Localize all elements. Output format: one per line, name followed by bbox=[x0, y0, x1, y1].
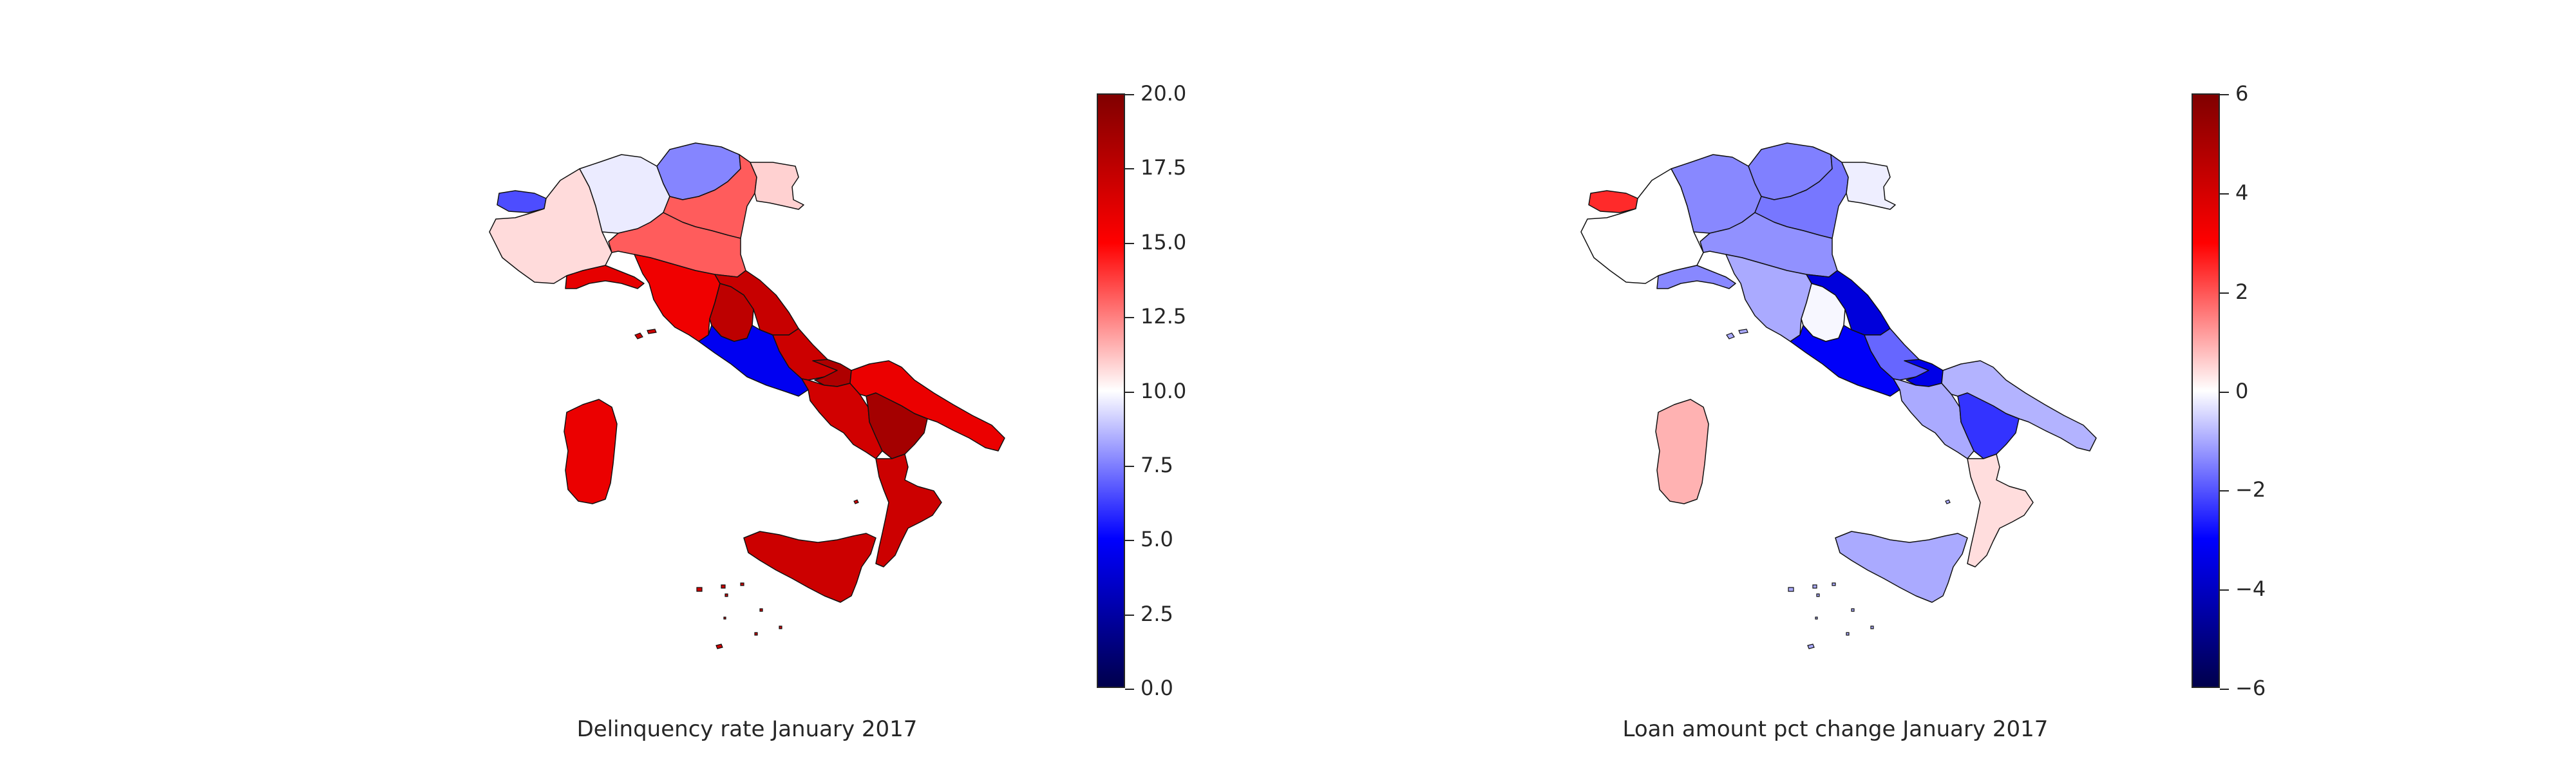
colorbar-tick-text: 5.0 bbox=[1141, 527, 1173, 552]
colorbar-tick-label: 10.0 bbox=[1125, 381, 1186, 401]
island-9 bbox=[696, 587, 703, 592]
region-liguria bbox=[1656, 265, 1736, 289]
colorbar-tick-mark bbox=[2220, 589, 2229, 591]
colorbar-ticks-delinquency: 0.0 2.5 5.0 7.5 10.0 12.5 15.0 17.5 20.0 bbox=[1125, 83, 1202, 698]
island-10 bbox=[715, 644, 723, 649]
map-regions-group bbox=[489, 142, 1005, 649]
colorbar-tick-mark bbox=[1125, 317, 1134, 319]
colorbar-ticks-loan-change: −6 −4 −2 0 2 4 6 bbox=[2220, 83, 2297, 698]
colorbar-tick-text: 6 bbox=[2235, 81, 2249, 106]
island-9 bbox=[1788, 587, 1794, 592]
colorbar-tick-text: 0.0 bbox=[1141, 676, 1173, 700]
colorbar-tick-mark bbox=[1125, 168, 1134, 170]
colorbar-tick-text: 10.0 bbox=[1141, 378, 1187, 403]
island-1 bbox=[1738, 329, 1748, 334]
region-calabria bbox=[1967, 453, 2034, 568]
region-calabria bbox=[875, 453, 942, 568]
region-friuli bbox=[750, 162, 804, 210]
colorbar-tick-label: 20.0 bbox=[1125, 83, 1186, 104]
region-sardegna bbox=[564, 399, 618, 504]
colorbar-tick-mark bbox=[1125, 465, 1134, 467]
island-0 bbox=[1726, 332, 1735, 339]
colorbar-tick-label: −4 bbox=[2220, 578, 2266, 599]
colorbar-tick-text: 2 bbox=[2235, 279, 2249, 304]
colorbar-tick-text: 17.5 bbox=[1141, 155, 1187, 180]
island-3 bbox=[721, 584, 726, 589]
colorbar-tick-label: 5.0 bbox=[1125, 529, 1173, 549]
colorbar-tick-mark bbox=[1125, 391, 1134, 393]
colorbar-tick-mark bbox=[2220, 689, 2229, 690]
island-10 bbox=[1807, 644, 1815, 649]
island-1 bbox=[647, 329, 657, 334]
island-4 bbox=[724, 593, 728, 597]
region-basilicata bbox=[866, 392, 928, 459]
colorbar-tick-mark bbox=[2220, 94, 2229, 95]
region-basilicata bbox=[1957, 392, 2020, 459]
colorbar-tick-label: 15.0 bbox=[1125, 232, 1186, 253]
colorbar-tick-text: 7.5 bbox=[1141, 452, 1173, 477]
island-2 bbox=[1945, 499, 1951, 504]
island-8 bbox=[1870, 625, 1874, 629]
island-8 bbox=[779, 625, 782, 629]
colorbar-tick-text: −2 bbox=[2235, 477, 2266, 502]
island-6 bbox=[759, 608, 763, 612]
colorbar-tick-text: 20.0 bbox=[1141, 81, 1187, 106]
island-11 bbox=[754, 632, 758, 636]
colorbar-tick-mark bbox=[2220, 193, 2229, 195]
map-title-delinquency: Delinquency rate January 2017 bbox=[576, 716, 918, 742]
map-title-loan-change: Loan amount pct change January 2017 bbox=[1622, 716, 2049, 742]
colorbar-tick-label: 7.5 bbox=[1125, 455, 1173, 475]
colorbar-tick-mark bbox=[2220, 490, 2229, 492]
colorbar-tick-mark bbox=[1125, 94, 1134, 95]
colorbar-tick-text: 0 bbox=[2235, 378, 2249, 403]
colorbar-tick-label: 6 bbox=[2220, 83, 2248, 104]
region-sardegna bbox=[1655, 399, 1709, 504]
colorbar-tick-text: 2.5 bbox=[1141, 601, 1173, 626]
map-regions-group bbox=[1580, 142, 2097, 649]
region-friuli bbox=[1841, 162, 1896, 210]
colorbar-tick-label: 4 bbox=[2220, 182, 2248, 203]
region-sicilia bbox=[1835, 531, 1968, 603]
island-2 bbox=[853, 499, 859, 504]
island-5 bbox=[1832, 582, 1836, 586]
island-6 bbox=[1851, 608, 1855, 612]
region-sicilia bbox=[743, 531, 876, 603]
colorbar-tick-label: 2.5 bbox=[1125, 604, 1173, 624]
island-5 bbox=[740, 582, 744, 586]
colorbar-tick-mark bbox=[1125, 689, 1134, 690]
colorbar-tick-text: 4 bbox=[2235, 180, 2249, 205]
island-7 bbox=[1815, 616, 1818, 620]
colorbar-tick-mark bbox=[2220, 292, 2229, 294]
colorbar-loan-change bbox=[2192, 93, 2220, 688]
island-3 bbox=[1812, 584, 1817, 589]
colorbar-tick-text: −6 bbox=[2235, 676, 2266, 700]
colorbar-tick-mark bbox=[1125, 242, 1134, 244]
colorbar-tick-label: −2 bbox=[2220, 479, 2266, 500]
colorbar-tick-label: 0 bbox=[2220, 381, 2248, 401]
colorbar-tick-mark bbox=[1125, 540, 1134, 542]
island-4 bbox=[1816, 593, 1820, 597]
colorbar-tick-label: 12.5 bbox=[1125, 306, 1186, 327]
colorbar-tick-label: −6 bbox=[2220, 678, 2266, 698]
colorbar-tick-label: 17.5 bbox=[1125, 157, 1186, 178]
colorbar-tick-text: 12.5 bbox=[1141, 304, 1187, 329]
region-liguria bbox=[565, 265, 645, 289]
colorbar-tick-label: 0.0 bbox=[1125, 678, 1173, 698]
colorbar-tick-text: −4 bbox=[2235, 577, 2266, 602]
colorbar-tick-label: 2 bbox=[2220, 282, 2248, 302]
island-11 bbox=[1846, 632, 1850, 636]
region-valle-daosta bbox=[1588, 190, 1638, 213]
island-7 bbox=[723, 616, 726, 620]
colorbar-delinquency bbox=[1097, 93, 1125, 688]
colorbar-tick-mark bbox=[2220, 391, 2229, 393]
island-0 bbox=[634, 332, 643, 339]
colorbar-tick-text: 15.0 bbox=[1141, 229, 1187, 254]
colorbar-tick-mark bbox=[1125, 614, 1134, 616]
